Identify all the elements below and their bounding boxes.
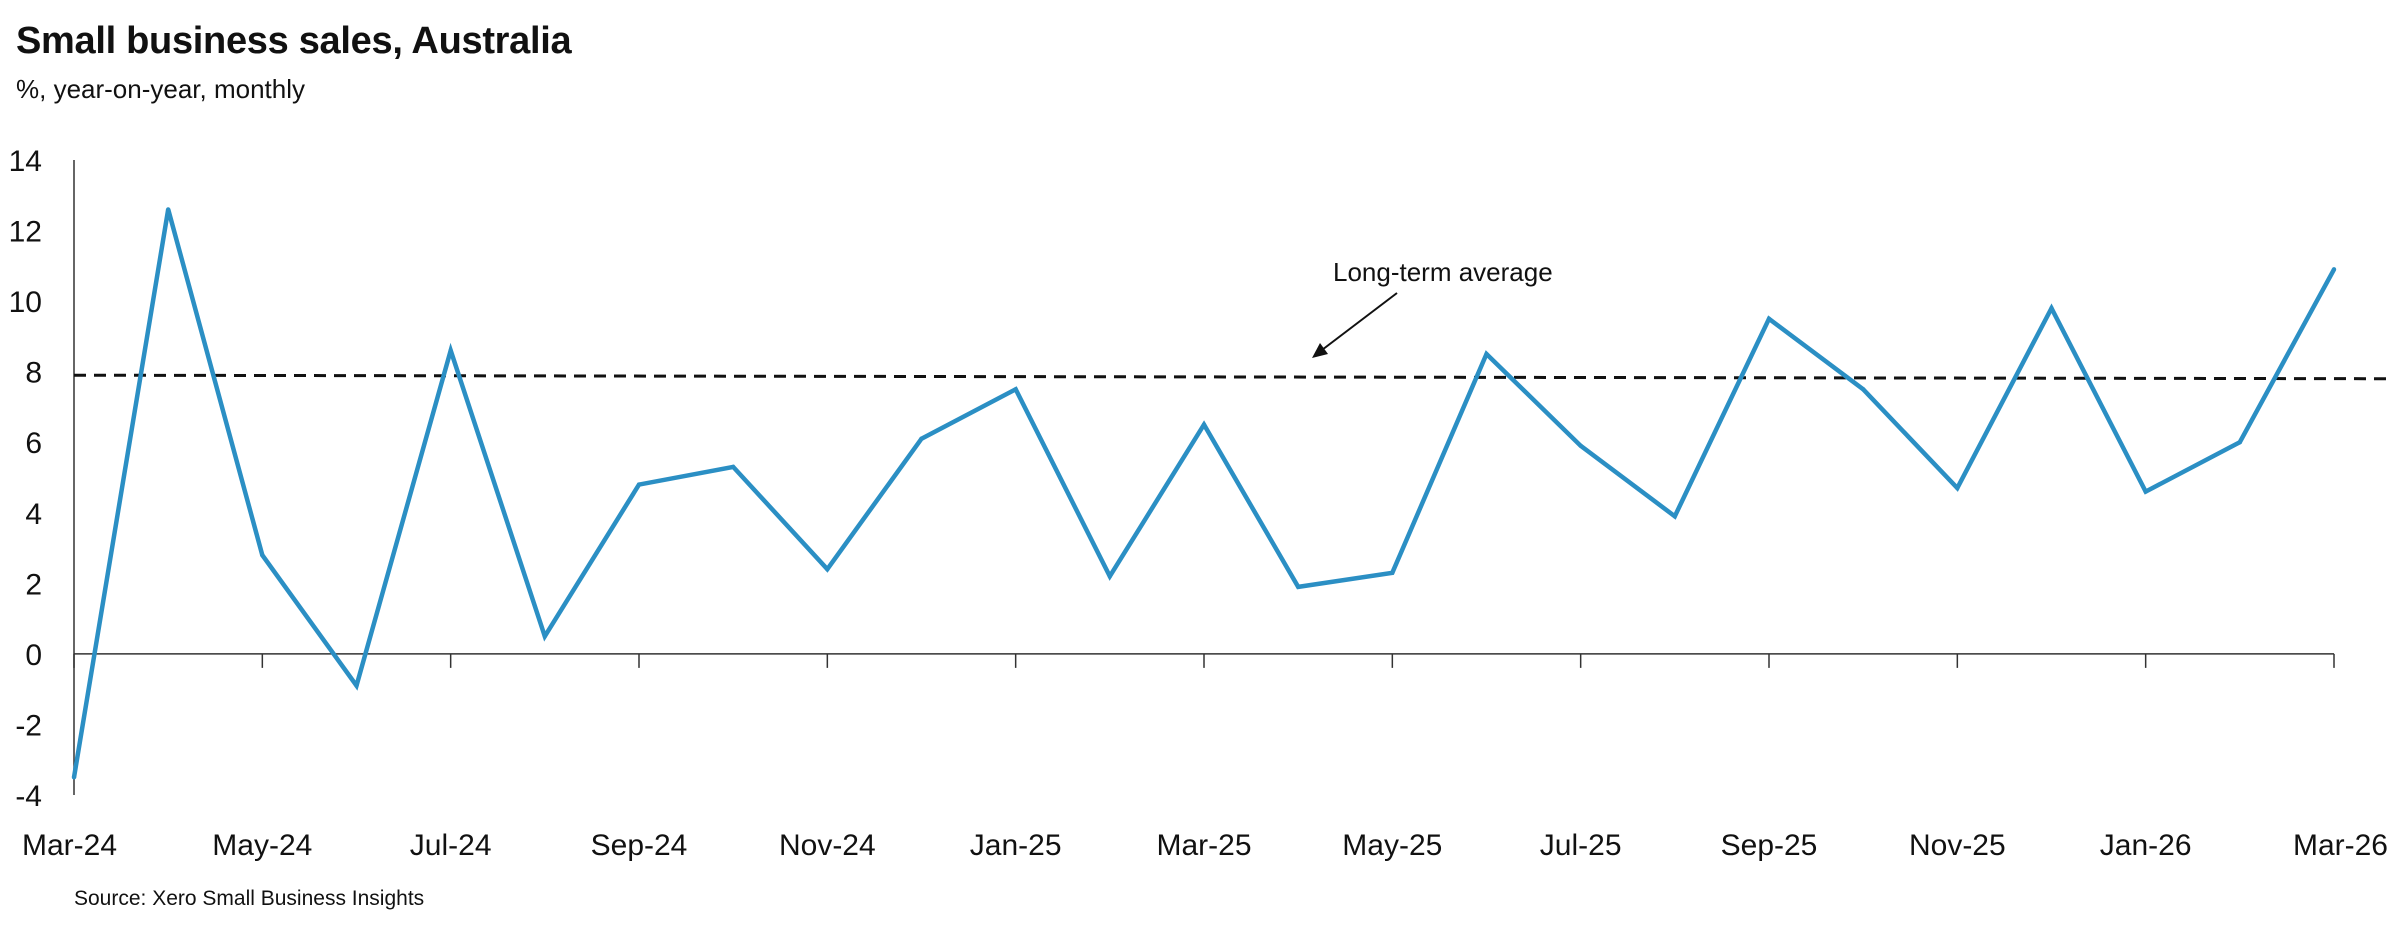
data-point	[1107, 574, 1113, 579]
data-point	[1955, 485, 1960, 491]
y-tick-label: -4	[15, 780, 42, 813]
data-point	[1013, 387, 1018, 392]
data-point	[2049, 305, 2054, 311]
series-layer	[71, 207, 2337, 780]
chart-title: Small business sales, Australia	[16, 20, 572, 62]
data-point	[2237, 440, 2243, 445]
x-tick-label: Mar-26	[2293, 829, 2388, 862]
x-tick-label: Nov-24	[779, 829, 876, 862]
annotation-arrow	[1317, 292, 1398, 354]
annotation-arrowhead	[1312, 343, 1328, 358]
y-tick-label: 12	[9, 216, 42, 249]
data-point	[2143, 489, 2148, 494]
y-tick-label: 4	[25, 498, 42, 531]
data-point	[354, 683, 359, 688]
data-point	[165, 207, 171, 212]
y-tick-label: 8	[25, 357, 42, 390]
data-point	[1201, 422, 1207, 427]
x-tick-label: Jan-25	[970, 829, 1062, 862]
data-point	[448, 348, 453, 353]
data-point	[1578, 443, 1583, 448]
x-tick-label: Nov-25	[1909, 829, 2006, 862]
axes-layer: 14 12 10 8 6 4 2 0 -2 -4 Mar-24 May-24 Jul-24 Sep-24 N…	[9, 145, 2388, 862]
x-tick-label: Sep-24	[591, 829, 688, 862]
data-point	[260, 552, 265, 558]
data-point	[1860, 387, 1866, 392]
data-point	[1766, 316, 1772, 321]
data-point	[1295, 584, 1301, 590]
x-tick-label: Mar-25	[1156, 829, 1251, 862]
x-tick-label: Mar-24	[22, 829, 117, 862]
x-tick-label: Jan-26	[2100, 829, 2192, 862]
data-point	[71, 775, 77, 780]
x-tick-label: Jul-24	[410, 829, 492, 862]
x-tick-label: Sep-25	[1721, 829, 1818, 862]
x-tick-label: May-24	[212, 829, 312, 862]
annotation-layer: Long-term average	[1312, 257, 1553, 358]
y-tick-label: 10	[9, 286, 42, 319]
reference-line-layer	[73, 373, 2389, 381]
x-tick-label: Jul-25	[1540, 829, 1622, 862]
series-line	[71, 208, 2336, 778]
chart-subtitle: %, year-on-year, monthly	[16, 74, 306, 104]
data-point	[825, 567, 830, 572]
data-point	[730, 464, 736, 470]
annotation-long-term-average: Long-term average	[1333, 257, 1553, 287]
data-point	[919, 436, 924, 441]
x-tick-label: May-25	[1342, 829, 1442, 862]
y-tick-label: 6	[25, 427, 42, 460]
data-point	[2331, 267, 2337, 272]
y-tick-label: -2	[15, 709, 42, 742]
data-point	[542, 634, 548, 639]
data-point	[1484, 351, 1489, 357]
y-tick-label: 2	[25, 568, 42, 601]
y-tick-label: 14	[9, 145, 42, 178]
source-note: Source: Xero Small Business Insights	[74, 887, 425, 910]
data-point	[1390, 570, 1395, 575]
data-point	[1672, 514, 1678, 519]
long-term-average-line	[73, 373, 2389, 381]
y-tick-label: 0	[25, 639, 42, 672]
data-point	[636, 482, 642, 487]
